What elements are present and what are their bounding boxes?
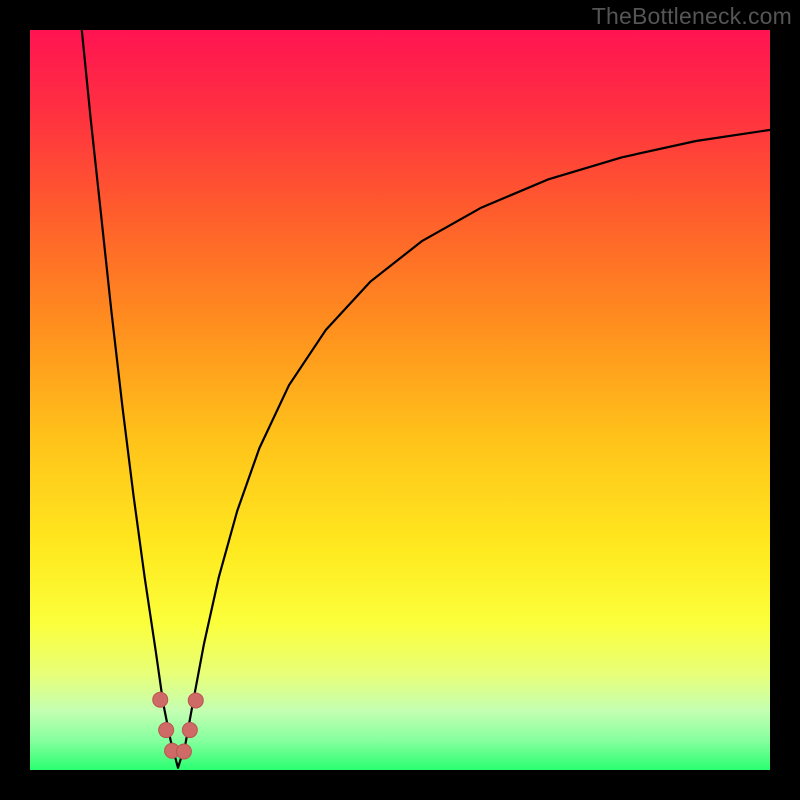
notch-marker: [176, 744, 191, 759]
plot-background-gradient: [30, 30, 770, 770]
watermark-text: TheBottleneck.com: [592, 3, 792, 30]
notch-marker: [159, 723, 174, 738]
chart-container: TheBottleneck.com: [0, 0, 800, 800]
bottleneck-curve-chart: [0, 0, 800, 800]
notch-marker: [188, 693, 203, 708]
notch-marker: [153, 692, 168, 707]
notch-marker: [182, 723, 197, 738]
